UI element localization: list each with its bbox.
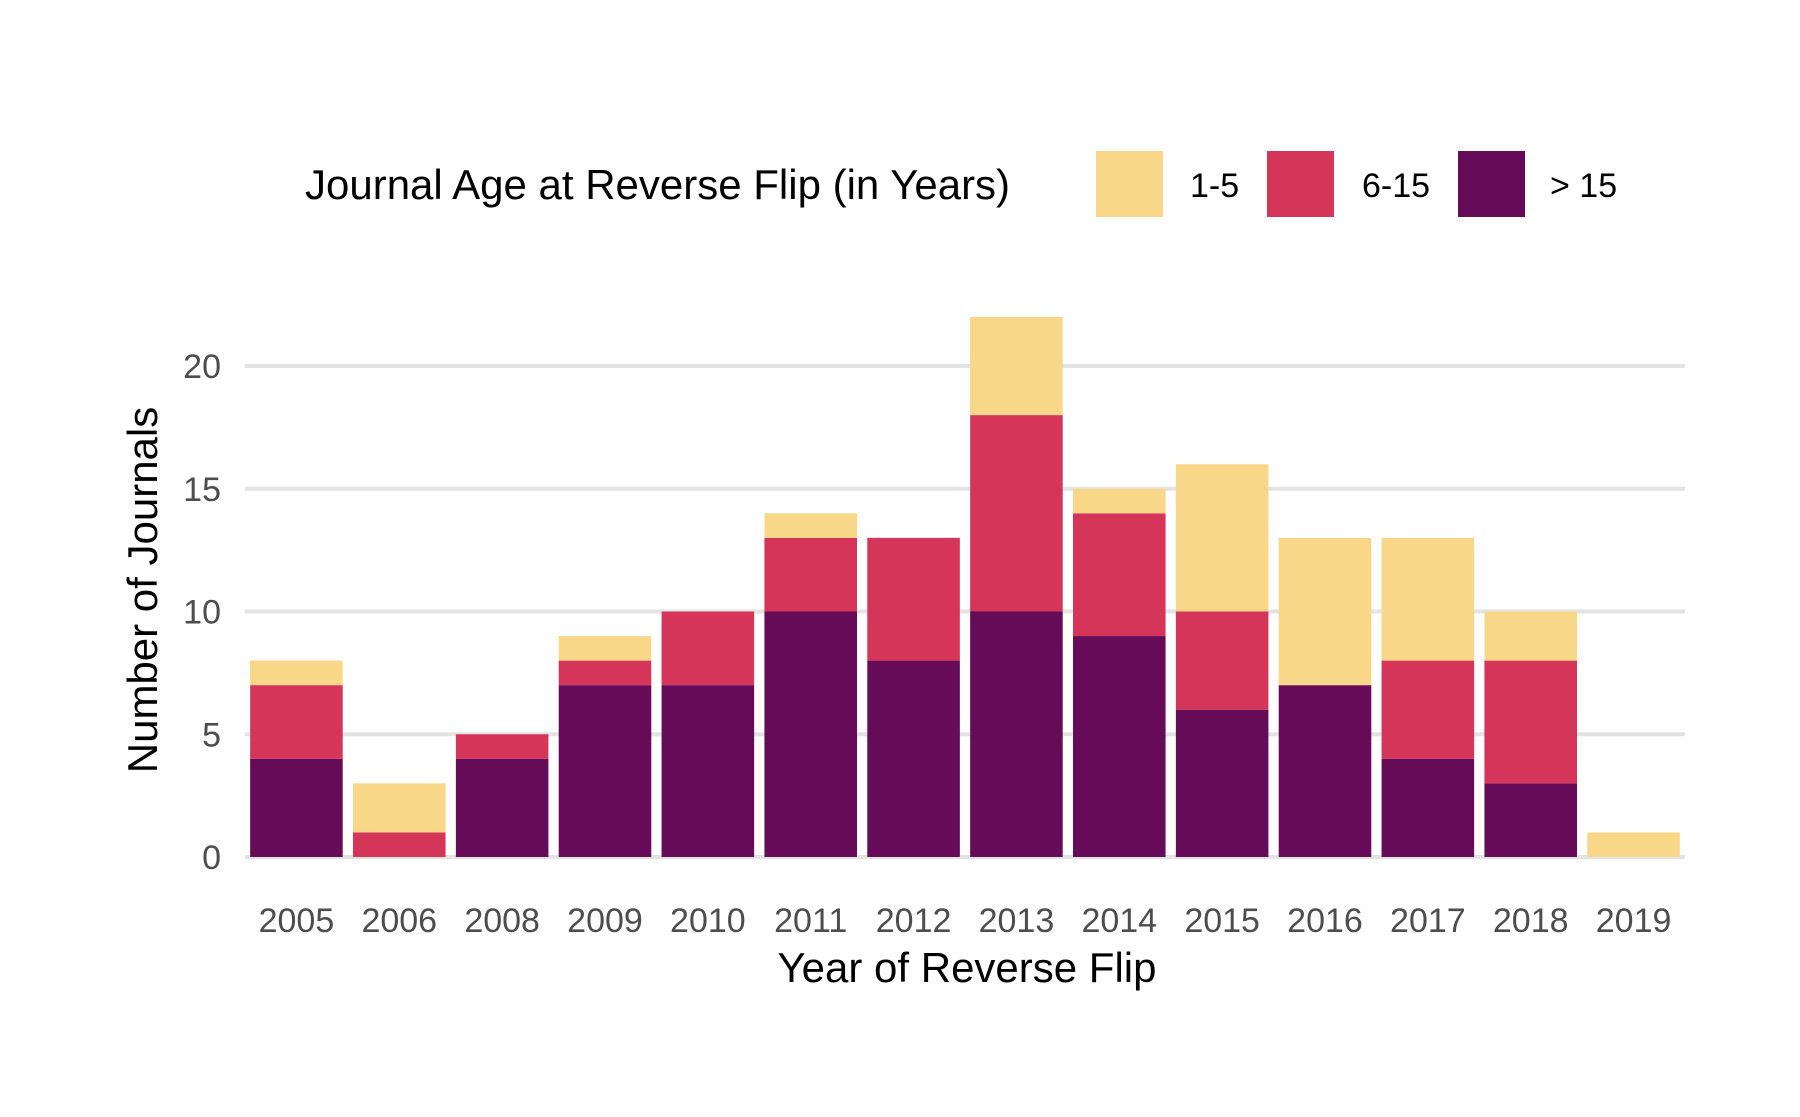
x-tick-label: 2014 [1081, 902, 1157, 940]
x-tick-label: 2018 [1493, 902, 1569, 940]
bar-segment [1278, 537, 1372, 686]
bar-segment [1381, 537, 1475, 661]
bar-segment [1175, 464, 1269, 612]
bar-segment [764, 611, 857, 857]
bar-segment [250, 685, 343, 759]
x-tick-label: 2010 [670, 902, 746, 940]
bar-segment [1278, 685, 1372, 857]
bar-segment [764, 537, 857, 612]
bar-segment [661, 685, 755, 857]
bar-segment [970, 316, 1063, 416]
bar-segment [455, 758, 549, 857]
bar-segment [970, 415, 1063, 612]
bar-segment [353, 783, 446, 833]
bar-segment [1073, 513, 1166, 637]
legend-label: 1-5 [1190, 167, 1239, 205]
bar-segment [353, 832, 446, 857]
bar-segment [455, 734, 549, 759]
x-tick-label: 2011 [774, 902, 847, 940]
x-tick-label: 2006 [361, 902, 437, 940]
bar-segment [1587, 832, 1680, 857]
legend-key [1267, 151, 1334, 217]
bar-segment [661, 611, 755, 686]
y-axis-title: Number of Journals [119, 407, 166, 774]
bar-segment [1073, 488, 1166, 514]
legend: Journal Age at Reverse Flip (in Years) 1… [305, 151, 1617, 217]
x-axis-title: Year of Reverse Flip [778, 944, 1157, 991]
bar-segment [1484, 611, 1577, 661]
bar-segment [558, 685, 652, 857]
bar-segment [1381, 758, 1475, 857]
legend-label: > 15 [1550, 167, 1617, 205]
x-tick-label: 2019 [1596, 902, 1672, 940]
bar-segment [1484, 783, 1577, 857]
bar-segment [250, 758, 343, 857]
bar-segment [1175, 709, 1269, 857]
y-tick-label: 10 [183, 594, 221, 632]
x-tick-labels: 2005 2006 2008 2009 2010 2011 2012 2013 2014 2015… [259, 902, 1672, 940]
y-tick-label: 5 [202, 716, 221, 754]
y-tick-label: 20 [183, 348, 221, 386]
bar-segment [558, 660, 652, 686]
legend-key [1458, 151, 1525, 217]
bars [250, 316, 1680, 857]
legend-title: Journal Age at Reverse Flip (in Years) [305, 161, 1010, 208]
bar-segment [970, 611, 1063, 857]
bar-segment [250, 660, 343, 686]
x-tick-label: 2017 [1390, 902, 1466, 940]
bar-segment [1175, 611, 1269, 710]
x-tick-label: 2009 [567, 902, 643, 940]
x-tick-label: 2005 [259, 902, 335, 940]
x-tick-label: 2012 [876, 902, 952, 940]
legend-key [1096, 151, 1163, 217]
y-tick-label: 15 [183, 471, 221, 509]
bar-segment [1381, 660, 1475, 759]
bar-segment [764, 513, 857, 538]
legend-label: 6-15 [1362, 167, 1430, 205]
x-tick-label: 2015 [1184, 902, 1260, 940]
bar-segment [867, 537, 960, 661]
bar-segment [1073, 636, 1166, 857]
y-tick-labels: 0 5 10 15 20 [183, 348, 221, 877]
bar-segment [867, 660, 960, 857]
bar-segment [1484, 660, 1577, 784]
x-tick-label: 2013 [979, 902, 1055, 940]
bar-segment [558, 636, 652, 661]
x-tick-label: 2008 [464, 902, 540, 940]
y-tick-label: 0 [202, 839, 221, 877]
x-tick-label: 2016 [1287, 902, 1363, 940]
